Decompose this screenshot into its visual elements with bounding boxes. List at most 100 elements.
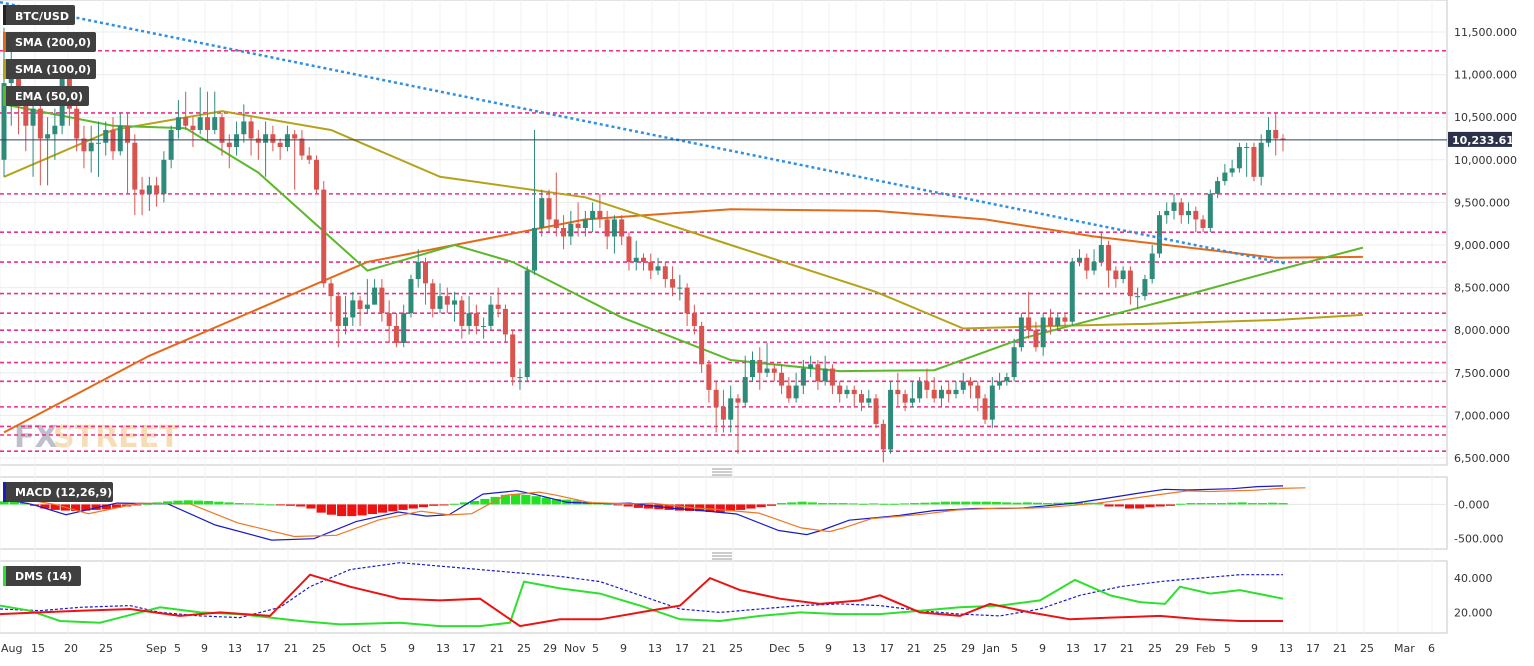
candle-body bbox=[255, 138, 261, 143]
legend-ema50-label: EMA (50,0) bbox=[15, 90, 83, 103]
macd-histogram-bar bbox=[377, 504, 388, 513]
candle-body bbox=[1178, 202, 1184, 216]
candle-body bbox=[95, 142, 101, 144]
y-tick-label: 6,500.000 bbox=[1454, 452, 1510, 465]
macd-histogram-bar bbox=[71, 504, 81, 511]
candle-body bbox=[132, 142, 138, 190]
candle-body bbox=[430, 283, 436, 309]
candle-body bbox=[473, 313, 479, 326]
macd-histogram-bar bbox=[0, 501, 9, 505]
macd-histogram-bar bbox=[838, 503, 848, 505]
candle-body bbox=[45, 134, 51, 139]
macd-histogram-bar bbox=[81, 504, 91, 511]
legend-sma100[interactable]: SMA (100,0) bbox=[3, 59, 96, 79]
y-tick-label: 10,500.000 bbox=[1454, 111, 1517, 124]
adx-line bbox=[0, 562, 1283, 619]
legend-macd-label: MACD (12,26,9) bbox=[15, 486, 112, 499]
legend-macd[interactable]: MACD (12,26,9) bbox=[3, 482, 113, 502]
candle-body bbox=[125, 125, 131, 143]
macd-signal-line bbox=[26, 487, 1306, 538]
candle-body bbox=[568, 223, 574, 237]
candle-body bbox=[364, 304, 370, 309]
x-tick-label: 25 bbox=[729, 642, 743, 655]
macd-histogram-bar bbox=[725, 504, 736, 512]
macd-histogram-bar bbox=[705, 504, 715, 512]
legend-ema50[interactable]: EMA (50,0) bbox=[3, 86, 89, 106]
x-tick-label: 9 bbox=[1251, 642, 1258, 655]
macd-histogram-bar bbox=[234, 503, 244, 505]
candle-body bbox=[1265, 129, 1271, 143]
legend-btcusd[interactable]: BTC/USD bbox=[3, 5, 75, 25]
candle-body bbox=[909, 398, 915, 403]
candle-body bbox=[1084, 257, 1090, 271]
moving-averages bbox=[3, 103, 1364, 434]
candle-body bbox=[641, 257, 646, 263]
macd-histogram-bar bbox=[1176, 503, 1186, 505]
x-tick-label: 9 bbox=[408, 642, 415, 655]
sma200-line bbox=[3, 208, 1363, 434]
macd-histogram-bar bbox=[214, 501, 224, 505]
candle-body bbox=[248, 121, 254, 139]
watermark-street: STREET bbox=[53, 420, 180, 455]
candle-body bbox=[648, 262, 654, 271]
candle-body bbox=[771, 368, 777, 373]
x-tick-label: 13 bbox=[228, 642, 242, 655]
legend-dms[interactable]: DMS (14) bbox=[3, 566, 81, 586]
candle-body bbox=[1251, 147, 1257, 177]
macd-histogram-bar bbox=[510, 494, 521, 505]
candle-body bbox=[328, 283, 334, 297]
x-tick-label: 21 bbox=[284, 642, 298, 655]
candle-body bbox=[1120, 270, 1126, 280]
candle-body bbox=[154, 185, 160, 194]
macd-line bbox=[3, 485, 1284, 541]
candle-body bbox=[822, 368, 828, 382]
macd-histogram-bar bbox=[163, 501, 173, 505]
macd-panel bbox=[0, 476, 1448, 550]
macd-histogram-bar bbox=[766, 504, 777, 506]
candle-body bbox=[1004, 377, 1010, 382]
candle-body bbox=[902, 394, 908, 403]
candle-body bbox=[582, 219, 588, 228]
macd-histogram-bar bbox=[224, 502, 234, 505]
candle-body bbox=[750, 360, 756, 378]
legend-dms-label: DMS (14) bbox=[15, 570, 72, 583]
macd-histogram-bar bbox=[777, 503, 787, 505]
macd-histogram-bar bbox=[817, 503, 828, 505]
candle-body bbox=[924, 381, 930, 390]
candle-body bbox=[859, 394, 865, 403]
candle-body bbox=[110, 129, 116, 152]
y-tick-label: 10,000.000 bbox=[1454, 154, 1517, 167]
candle-body bbox=[139, 189, 145, 194]
x-tick-label: 9 bbox=[825, 642, 832, 655]
macd-histogram-bar bbox=[480, 498, 490, 505]
macd-histogram-bar bbox=[950, 501, 961, 505]
minus-di-line bbox=[0, 573, 1283, 628]
candle-body bbox=[829, 368, 835, 386]
macd-histogram-bar bbox=[449, 503, 459, 505]
macd-histogram-bar bbox=[664, 504, 674, 510]
x-tick-label: 25 bbox=[933, 642, 947, 655]
macd-histogram-bar bbox=[674, 504, 684, 511]
macd-histogram-bar bbox=[337, 504, 347, 517]
macd-histogram-bar bbox=[613, 504, 623, 506]
macd-histogram-bar bbox=[357, 504, 367, 516]
macd-histogram-bar bbox=[1247, 503, 1257, 505]
macd-histogram-bar bbox=[623, 504, 633, 507]
panel-resize-handle-1[interactable] bbox=[712, 468, 732, 476]
candle-body bbox=[524, 270, 530, 378]
macd-histogram-bar bbox=[910, 503, 920, 505]
x-tick-label: Sep bbox=[146, 642, 167, 655]
macd-histogram-bar bbox=[787, 502, 797, 505]
candle-body bbox=[292, 134, 298, 139]
panel-resize-handle-2[interactable] bbox=[712, 552, 732, 560]
macd-histogram-bar bbox=[306, 504, 316, 509]
macd-histogram-bar bbox=[408, 504, 418, 509]
x-tick-label: 13 bbox=[1066, 642, 1080, 655]
legend-sma200[interactable]: SMA (200,0) bbox=[3, 32, 96, 52]
candle-body bbox=[1200, 219, 1206, 228]
macd-histogram-bar bbox=[19, 502, 30, 505]
dms-tick-label: 40.000 bbox=[1454, 572, 1493, 585]
macd-histogram-bar bbox=[1217, 503, 1227, 505]
x-tick-label: 17 bbox=[880, 642, 894, 655]
